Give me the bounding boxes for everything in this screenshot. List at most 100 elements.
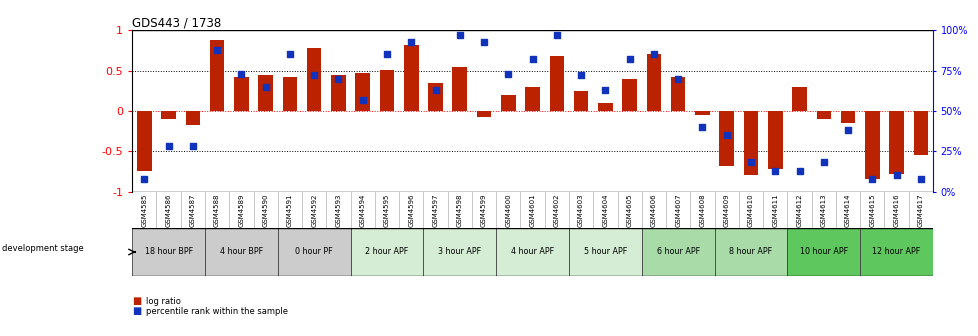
Bar xyxy=(767,111,781,169)
Bar xyxy=(476,111,491,117)
Bar xyxy=(573,91,588,111)
Text: GSM4595: GSM4595 xyxy=(383,194,389,227)
Text: GSM4593: GSM4593 xyxy=(335,194,341,227)
FancyBboxPatch shape xyxy=(496,228,568,276)
Bar xyxy=(137,111,152,171)
Point xyxy=(718,132,734,138)
Bar xyxy=(404,45,418,111)
Text: 4 hour APF: 4 hour APF xyxy=(511,248,554,256)
Text: GSM4609: GSM4609 xyxy=(723,194,729,227)
Point xyxy=(549,32,564,38)
Bar xyxy=(912,111,927,155)
Bar xyxy=(234,77,248,111)
Text: 18 hour BPF: 18 hour BPF xyxy=(145,248,193,256)
Text: log ratio: log ratio xyxy=(146,297,181,306)
Point xyxy=(185,144,200,149)
FancyBboxPatch shape xyxy=(860,228,932,276)
Text: GSM4610: GSM4610 xyxy=(747,194,753,227)
Text: GSM4617: GSM4617 xyxy=(917,194,923,227)
Text: 8 hour APF: 8 hour APF xyxy=(729,248,772,256)
Text: GSM4592: GSM4592 xyxy=(311,194,317,227)
Point xyxy=(742,160,758,165)
Point xyxy=(136,176,152,181)
Point xyxy=(573,73,589,78)
Bar xyxy=(791,87,806,111)
FancyBboxPatch shape xyxy=(568,228,642,276)
Text: 0 hour PF: 0 hour PF xyxy=(295,248,333,256)
Point xyxy=(767,168,782,173)
Point xyxy=(209,47,225,52)
Text: 5 hour APF: 5 hour APF xyxy=(583,248,626,256)
Text: GSM4594: GSM4594 xyxy=(359,194,366,227)
Point xyxy=(500,71,515,77)
Point xyxy=(694,124,710,130)
Point xyxy=(888,173,904,178)
Bar xyxy=(427,83,442,111)
Text: GSM4587: GSM4587 xyxy=(190,194,196,227)
FancyBboxPatch shape xyxy=(132,228,204,276)
Text: GSM4615: GSM4615 xyxy=(868,194,874,227)
Bar xyxy=(379,70,394,111)
Bar xyxy=(209,40,224,111)
Text: GSM4600: GSM4600 xyxy=(505,194,511,227)
FancyBboxPatch shape xyxy=(786,228,860,276)
Bar xyxy=(598,103,612,111)
Bar xyxy=(306,48,321,111)
Point xyxy=(234,71,249,77)
Text: GSM4597: GSM4597 xyxy=(432,194,438,227)
Text: percentile rank within the sample: percentile rank within the sample xyxy=(146,307,288,316)
Bar xyxy=(719,111,734,166)
Point xyxy=(645,52,661,57)
FancyBboxPatch shape xyxy=(278,228,350,276)
Text: GDS443 / 1738: GDS443 / 1738 xyxy=(132,16,221,29)
Point xyxy=(452,32,467,38)
Point xyxy=(670,76,686,81)
Point xyxy=(621,56,637,62)
Text: GSM4614: GSM4614 xyxy=(844,194,850,227)
Bar xyxy=(452,67,467,111)
Text: GSM4596: GSM4596 xyxy=(408,194,414,227)
Text: GSM4605: GSM4605 xyxy=(626,194,632,227)
Text: GSM4589: GSM4589 xyxy=(238,194,244,227)
Text: GSM4608: GSM4608 xyxy=(698,194,705,227)
Text: GSM4598: GSM4598 xyxy=(457,194,463,227)
Bar xyxy=(283,77,297,111)
FancyBboxPatch shape xyxy=(422,228,496,276)
FancyBboxPatch shape xyxy=(714,228,786,276)
Text: GSM4602: GSM4602 xyxy=(554,194,559,227)
Point xyxy=(257,84,273,89)
Point xyxy=(864,176,879,181)
Point xyxy=(912,176,928,181)
Bar xyxy=(355,73,370,111)
Bar xyxy=(525,87,539,111)
Text: GSM4586: GSM4586 xyxy=(165,194,171,227)
Text: GSM4607: GSM4607 xyxy=(675,194,681,227)
Point xyxy=(282,52,297,57)
Point xyxy=(160,144,176,149)
Text: GSM4599: GSM4599 xyxy=(480,194,486,227)
FancyBboxPatch shape xyxy=(204,228,278,276)
Text: GSM4601: GSM4601 xyxy=(529,194,535,227)
Bar xyxy=(186,111,200,125)
Text: 4 hour BPF: 4 hour BPF xyxy=(220,248,263,256)
Point xyxy=(427,87,443,93)
Bar xyxy=(258,75,273,111)
Text: GSM4603: GSM4603 xyxy=(578,194,584,227)
Text: 10 hour APF: 10 hour APF xyxy=(799,248,847,256)
Bar xyxy=(694,111,709,115)
Bar xyxy=(670,77,685,111)
Bar xyxy=(816,111,830,119)
FancyBboxPatch shape xyxy=(350,228,422,276)
Bar xyxy=(865,111,878,179)
Point xyxy=(839,128,855,133)
Point xyxy=(403,39,419,44)
Text: 6 hour APF: 6 hour APF xyxy=(656,248,699,256)
Point xyxy=(331,76,346,81)
Bar xyxy=(840,111,855,123)
Text: GSM4612: GSM4612 xyxy=(796,194,802,227)
Bar xyxy=(743,111,758,175)
Bar xyxy=(331,75,345,111)
Bar xyxy=(888,111,903,174)
Point xyxy=(815,160,830,165)
Bar xyxy=(622,79,637,111)
